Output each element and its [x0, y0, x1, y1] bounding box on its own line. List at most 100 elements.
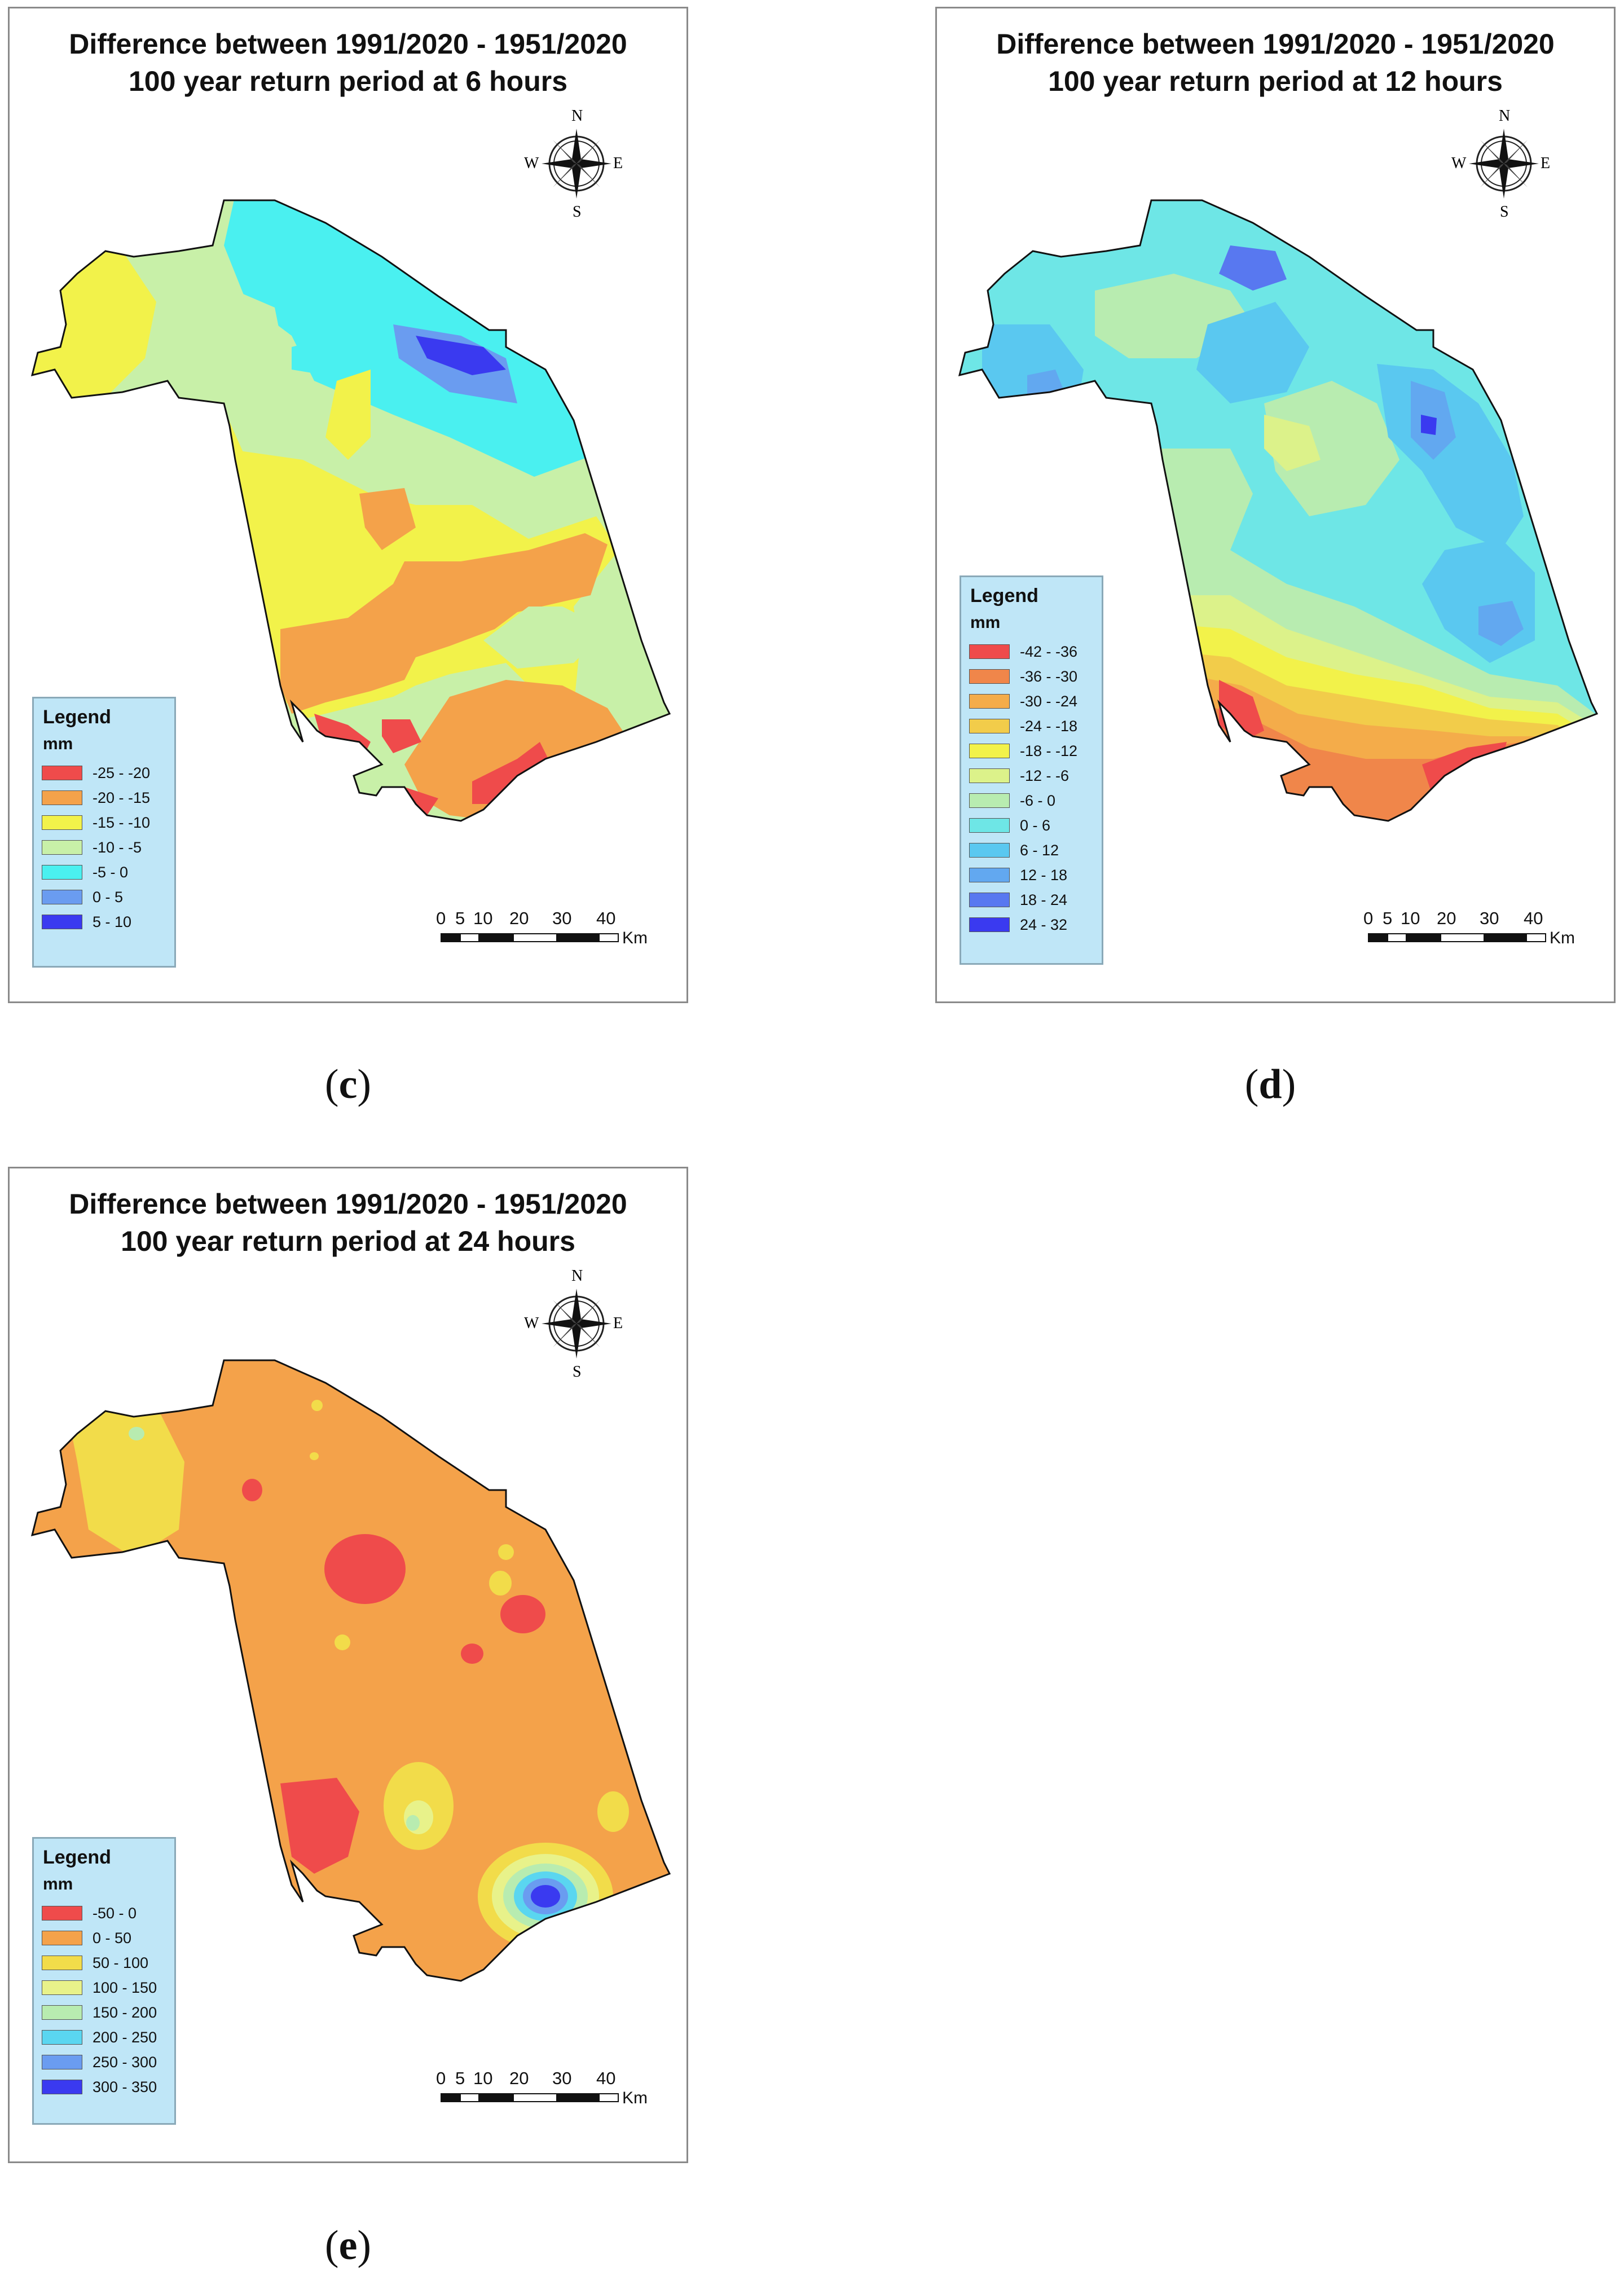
legend-label: -24 - -18	[1020, 717, 1078, 735]
legend-item: -20 - -15	[42, 786, 150, 809]
legend-item: 50 - 100	[42, 1952, 148, 1974]
legend-label: 0 - 6	[1020, 816, 1051, 834]
legend: Legend mm -42 - -36 -36 - -30 -30 - -24 -24…	[960, 575, 1103, 965]
legend-item: 18 - 24	[969, 889, 1067, 911]
scale-segment	[1527, 934, 1545, 941]
legend-item: 0 - 5	[42, 886, 123, 908]
title-line-2: 100 year return period at 24 hours	[121, 1225, 575, 1257]
scale-tick-label: 10	[473, 908, 493, 928]
legend-item: -18 - -12	[969, 740, 1077, 762]
choropleth-map	[31, 199, 671, 822]
legend-item: 0 - 6	[969, 814, 1050, 837]
legend-unit: mm	[43, 1875, 73, 1893]
scale-bar-graphic	[441, 2093, 619, 2102]
legend-label: 300 - 350	[93, 2078, 157, 2095]
compass-s-label: S	[573, 203, 582, 221]
legend-item: 200 - 250	[42, 2026, 157, 2049]
scale-tick-label: 30	[552, 908, 572, 928]
compass-w-label: W	[524, 155, 539, 172]
scale-bar: 0 5 10 20 30 40 Km	[436, 2068, 680, 2108]
scale-tick-label: 5	[455, 908, 465, 928]
scale-tick-labels: 0 5 10 20 30 40	[436, 2068, 680, 2089]
legend-label: 6 - 12	[1020, 841, 1059, 859]
scale-tick-labels: 0 5 10 20 30 40	[1363, 908, 1607, 929]
legend-swatch	[42, 2005, 82, 2020]
legend-title: Legend	[43, 706, 111, 728]
legend-item: 0 - 50	[42, 1927, 131, 1949]
legend-label: -6 - 0	[1020, 792, 1056, 809]
compass-s-label: S	[573, 1363, 582, 1381]
legend-swatch	[969, 719, 1010, 733]
legend-label: -36 - -30	[1020, 667, 1078, 685]
compass-e-label: E	[1541, 155, 1551, 172]
map-panel-d: Difference between 1991/2020 - 1951/2020…	[935, 7, 1616, 1003]
scale-tick-label: 20	[1437, 908, 1456, 928]
title-line-1: Difference between 1991/2020 - 1951/2020	[996, 28, 1555, 60]
panel-label-e: (e)	[324, 2222, 372, 2269]
legend-item: -15 - -10	[42, 811, 150, 834]
legend-swatch	[42, 790, 82, 805]
legend-swatch	[42, 865, 82, 880]
legend-item: 6 - 12	[969, 839, 1059, 862]
scale-segment	[1484, 934, 1528, 941]
scale-unit: Km	[622, 2089, 648, 2107]
legend-swatch	[969, 694, 1010, 709]
legend-title: Legend	[970, 585, 1038, 607]
compass-e-label: E	[613, 1315, 623, 1332]
scale-tick-label: 0	[436, 2068, 446, 2088]
legend-swatch	[969, 818, 1010, 833]
legend-label: -5 - 0	[93, 863, 129, 881]
legend-label: 50 - 100	[93, 1954, 149, 1971]
legend-swatch	[42, 890, 82, 904]
panel-label-c: (c)	[324, 1061, 372, 1108]
legend-item: -42 - -36	[969, 640, 1077, 663]
legend-swatch	[42, 915, 82, 929]
legend-swatch	[969, 917, 1010, 932]
panel-title: Difference between 1991/2020 - 1951/2020…	[937, 25, 1614, 100]
compass-n-label: N	[571, 1267, 583, 1285]
legend-item: -24 - -18	[969, 715, 1077, 737]
map-panel-e: Difference between 1991/2020 - 1951/2020…	[8, 1167, 688, 2163]
legend-item: -5 - 0	[42, 861, 128, 884]
scale-segment	[1406, 934, 1442, 941]
scale-tick-label: 5	[1383, 908, 1393, 928]
scale-bar-graphic	[1368, 933, 1546, 942]
legend-label: -42 - -36	[1020, 643, 1078, 660]
compass-e-label: E	[613, 155, 623, 172]
title-line-2: 100 year return period at 12 hours	[1048, 65, 1503, 97]
scale-segment	[1388, 934, 1406, 941]
scale-unit: Km	[1550, 929, 1575, 947]
scale-tick-label: 40	[1524, 908, 1543, 928]
legend-item: -50 - 0	[42, 1902, 137, 1924]
legend-swatch	[969, 868, 1010, 882]
compass-rose: N S W E	[524, 1267, 624, 1381]
scale-tick-label: 30	[1480, 908, 1499, 928]
legend-label: -15 - -10	[93, 814, 151, 831]
legend-label: -10 - -5	[93, 838, 142, 856]
choropleth-map	[958, 199, 1598, 822]
scale-tick-label: 40	[596, 2068, 616, 2088]
legend-swatch	[42, 766, 82, 780]
legend-swatch	[42, 1956, 82, 1970]
scale-tick-label: 0	[436, 908, 446, 928]
scale-segment	[514, 2094, 557, 2101]
legend-item: -12 - -6	[969, 764, 1069, 787]
legend-swatch	[969, 669, 1010, 684]
panel-title: Difference between 1991/2020 - 1951/2020…	[10, 1185, 686, 1260]
legend-item: -30 - -24	[969, 690, 1077, 713]
legend-item: 300 - 350	[42, 2076, 157, 2098]
legend-item: 250 - 300	[42, 2051, 157, 2073]
legend-swatch	[969, 893, 1010, 907]
legend: Legend mm -50 - 0 0 - 50 50 - 100 100 - 150…	[32, 1837, 176, 2125]
legend: Legend mm -25 - -20 -20 - -15 -15 - -10 -10…	[32, 697, 176, 968]
compass-rose-icon	[542, 129, 611, 199]
compass-n-label: N	[1499, 107, 1511, 125]
legend-label: 18 - 24	[1020, 891, 1068, 908]
title-line-2: 100 year return period at 6 hours	[128, 65, 568, 97]
scale-segment	[478, 934, 514, 941]
compass-w-label: W	[524, 1315, 539, 1332]
panel-label-d: (d)	[1244, 1061, 1296, 1108]
scale-segment	[1441, 934, 1484, 941]
scale-segment	[600, 2094, 618, 2101]
scale-segment	[442, 2094, 461, 2101]
